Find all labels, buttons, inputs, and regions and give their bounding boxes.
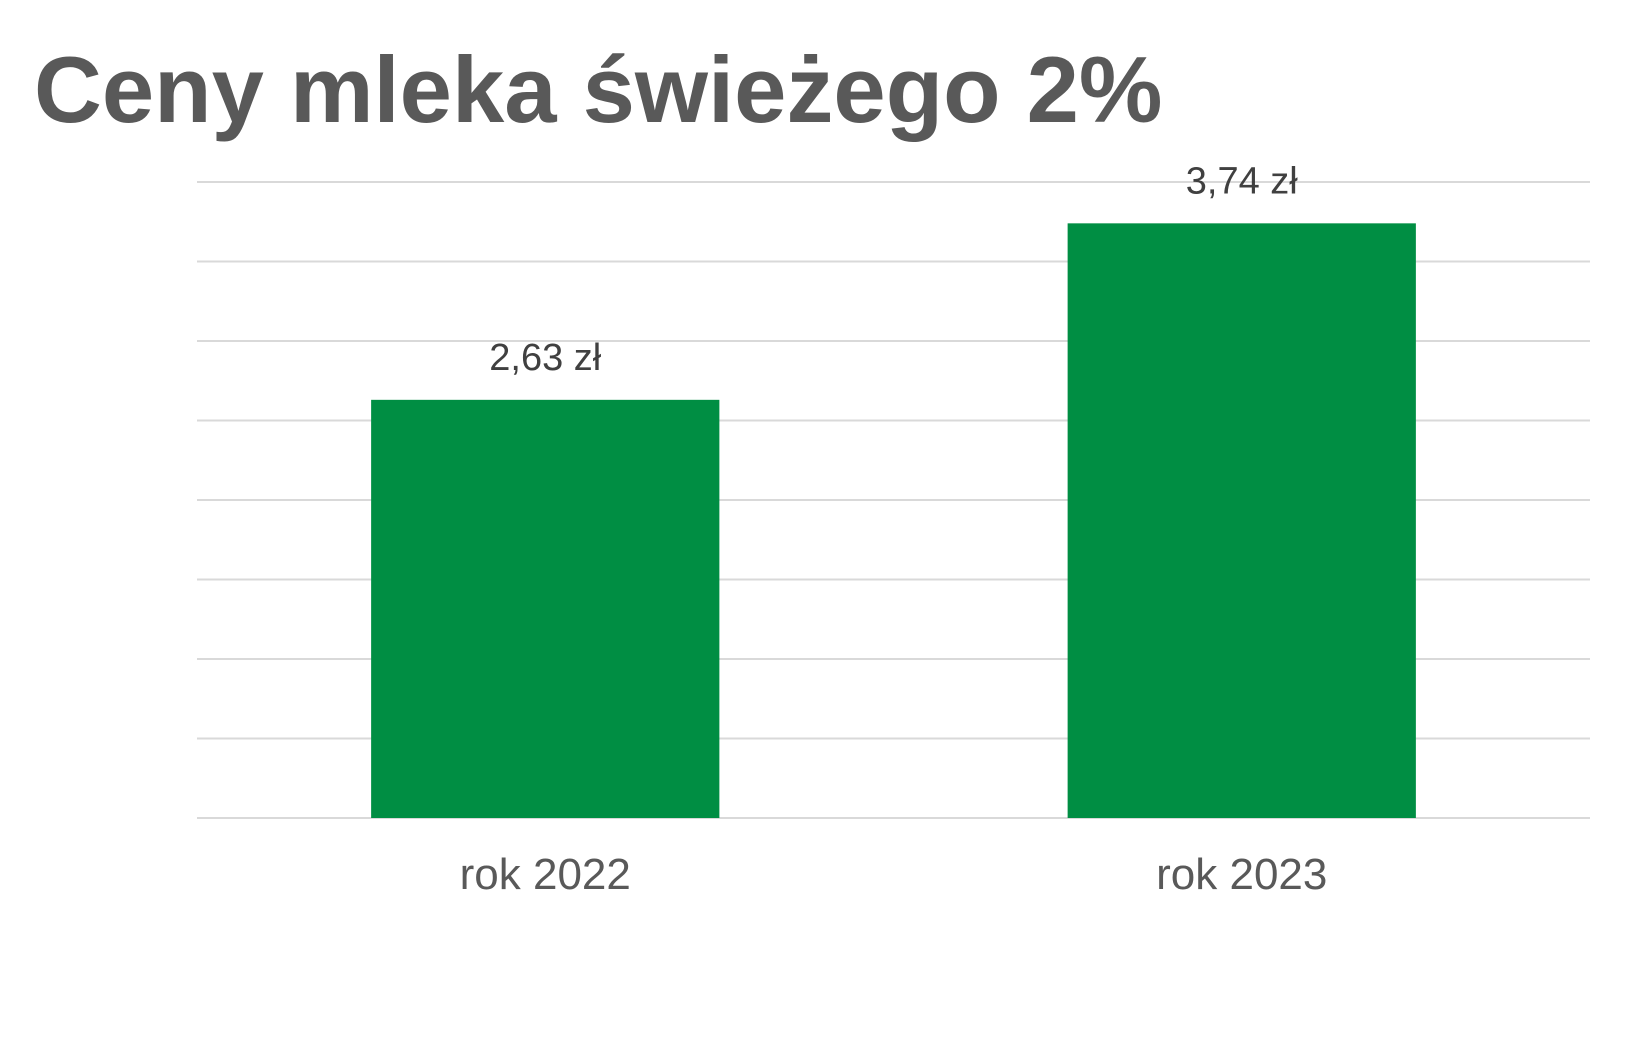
data-label-0: 2,63 zł — [489, 337, 602, 379]
bar-1 — [1067, 223, 1416, 819]
chart-title: Ceny mleka świeżego 2% — [34, 37, 1163, 142]
x-tick-label-0: rok 2022 — [460, 850, 631, 899]
bar-0 — [371, 399, 720, 818]
data-label-1: 3,74 zł — [1186, 160, 1299, 202]
x-tick-label-1: rok 2023 — [1156, 850, 1327, 899]
